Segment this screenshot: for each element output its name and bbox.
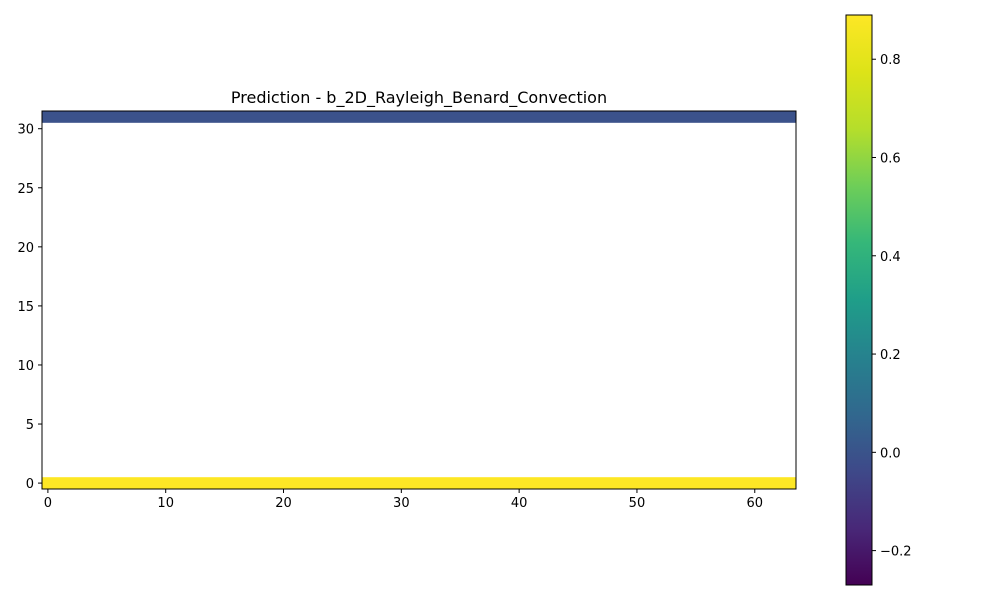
x-tick-label: 10 [157,496,174,511]
x-tick-label: 20 [275,496,292,511]
y-tick-label: 15 [17,300,34,315]
plot-frame [41,110,797,490]
colorbar-axis: −0.2 0.0 0.2 0.4 0.6 0.8 [872,53,912,560]
colorbar-tick-label: 0.4 [880,250,901,265]
chart-title: Prediction - b_2D_Rayleigh_Benard_Convec… [231,88,607,108]
x-tick-label: 0 [44,496,52,511]
x-tick-label: 50 [629,496,646,511]
x-tick-label: 30 [393,496,410,511]
heatmap-plot-area [41,110,797,490]
colorbar-tick-label: −0.2 [880,545,912,560]
x-axis: 0 10 20 30 40 50 60 [44,489,763,511]
y-tick-label: 0 [26,477,34,492]
y-tick-label: 20 [17,241,34,256]
colorbar-tick-label: 0.6 [880,152,901,167]
colorbar-tick-label: 0.8 [880,53,901,68]
x-tick-label: 40 [511,496,528,511]
colorbar [845,14,873,586]
colorbar-tick-label: 0.0 [880,446,901,461]
heatmap-row-cells [42,477,796,489]
y-tick-label: 30 [17,123,34,138]
y-tick-label: 5 [26,418,34,433]
heatmap-row-cells [42,111,796,123]
x-tick-label: 60 [746,496,763,511]
y-tick-label: 25 [17,182,34,197]
colorbar-gradient [845,14,873,586]
colorbar-tick-label: 0.2 [880,348,901,363]
y-axis: 0 5 10 15 20 25 30 [17,123,42,492]
y-tick-label: 10 [17,359,34,374]
